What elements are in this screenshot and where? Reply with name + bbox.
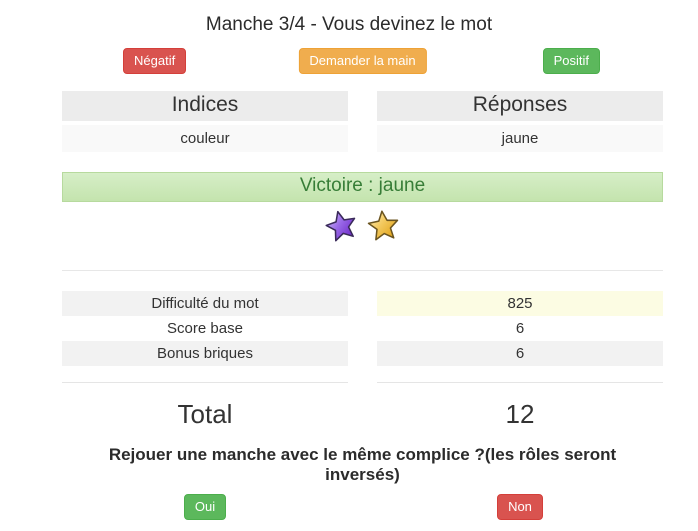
stars-row: [62, 209, 663, 247]
score-label: Score base: [167, 320, 243, 337]
total-row: Total 12: [62, 399, 663, 430]
gold-star-icon: [367, 210, 398, 241]
score-row-difficulty: Difficulté du mot 825: [62, 291, 663, 316]
top-buttons-row: Négatif Demander la main Positif: [62, 48, 663, 75]
clues-header: Indices: [62, 91, 348, 121]
page-title: Manche 3/4 - Vous devinez le mot: [205, 14, 493, 35]
score-value: 6: [377, 341, 663, 366]
replay-no-button[interactable]: Non: [497, 494, 543, 521]
total-dividers: [62, 382, 663, 383]
clue-cell: couleur: [62, 125, 348, 152]
game-content: Négatif Demander la main Positif Indices…: [62, 48, 663, 521]
total-value: 12: [505, 399, 535, 429]
score-table: Difficulté du mot 825 Score base 6 Bonus…: [62, 291, 663, 366]
negative-button[interactable]: Négatif: [123, 48, 187, 75]
score-value: 825: [377, 291, 663, 316]
divider-right: [377, 382, 663, 383]
score-row-base: Score base 6: [62, 316, 663, 341]
purple-star-icon: [325, 210, 356, 242]
victory-banner: Victoire : jaune: [62, 172, 663, 202]
replay-question: Rejouer une manche avec le même complice…: [108, 445, 617, 484]
section-divider: [62, 270, 663, 271]
clue-answer-row: couleur jaune: [62, 125, 663, 152]
answers-header: Réponses: [377, 91, 663, 121]
score-value: 6: [515, 320, 525, 337]
replay-yes-button[interactable]: Oui: [183, 494, 227, 521]
divider-left: [62, 382, 348, 383]
column-headers: Indices Réponses: [62, 91, 663, 121]
answer-cell: jaune: [377, 125, 663, 152]
score-row-bricks: Bonus briques 6: [62, 341, 663, 366]
replay-no-wrap: Non: [377, 494, 663, 521]
replay-buttons-row: Oui Non: [62, 494, 663, 521]
replay-yes-wrap: Oui: [62, 494, 348, 521]
total-label: Total: [177, 399, 233, 429]
score-label: Bonus briques: [62, 341, 348, 366]
request-hand-button[interactable]: Demander la main: [298, 48, 427, 75]
positive-button[interactable]: Positif: [542, 48, 600, 75]
score-label: Difficulté du mot: [62, 291, 348, 316]
